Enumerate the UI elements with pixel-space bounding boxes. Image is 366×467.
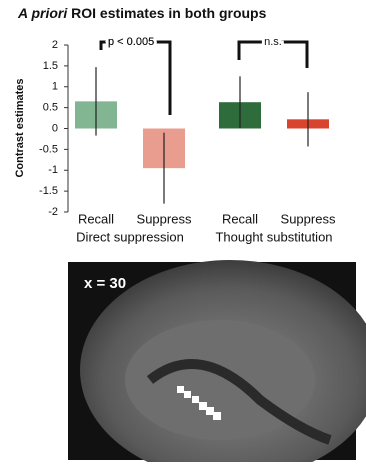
x-tick-label: Recall [222,211,258,226]
group-label: Thought substitution [215,229,332,244]
y-tick-label: 1 [52,81,58,93]
annotation: n.s. [264,36,282,48]
title-main: ROI estimates in both groups [71,5,266,21]
y-tick-label: -1.5 [39,185,58,197]
y-tick-label: 0 [52,122,58,134]
x-tick-label: Suppress [281,211,336,226]
y-tick-label: 0.5 [43,102,58,114]
annotation: p < 0.005 [108,36,154,48]
y-axis-label: Contrast estimates [14,78,26,177]
group-label: Direct suppression [76,229,184,244]
image-label: x = 30 [84,275,126,292]
y-tick-label: 2 [52,39,58,51]
brain-image: x = 30 [68,260,366,462]
x-tick-label: Recall [78,211,114,226]
chart-title: A priori ROI estimates in both groups [17,5,267,21]
y-tick-label: -1 [48,164,58,176]
x-tick-label: Suppress [137,211,192,226]
title-italic: A priori [17,5,68,21]
figure: A priori ROI estimates in both groups Co… [0,0,366,462]
y-tick-label: -2 [48,206,58,218]
y-tick-label: 1.5 [43,60,58,72]
y-tick-label: -0.5 [39,143,58,155]
